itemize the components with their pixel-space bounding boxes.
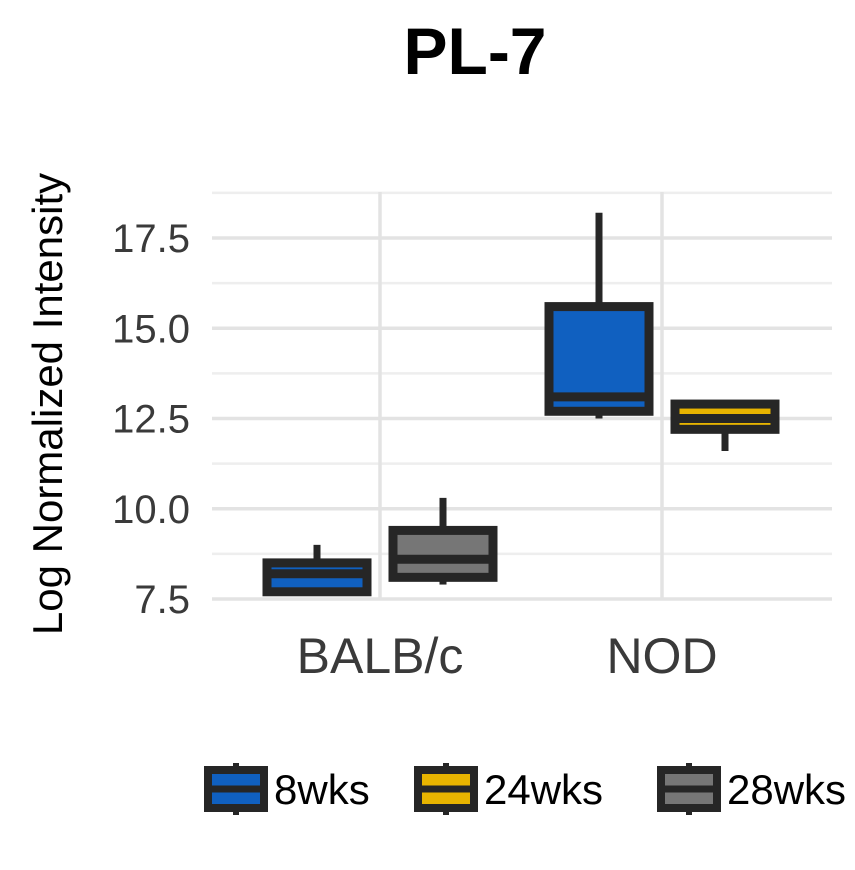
box-8wks-BALB/c [262,544,372,597]
legend-label: 28wks [727,766,846,813]
box-body [388,525,498,582]
box-layer [262,212,780,597]
y-tick-labels: 7.5 10.0 12.5 15.0 17.5 [112,217,190,622]
y-tick-label: 15.0 [112,307,190,351]
y-tick-label: 10.0 [112,488,190,532]
x-tick-label: NOD [606,628,717,684]
legend-item-8wks: 8wks [204,763,370,815]
legend-item-28wks: 28wks [657,763,846,815]
legend: 8wks 24wks 28wks [204,763,846,815]
box-24wks-NOD [670,399,780,451]
y-tick-label: 7.5 [134,578,190,622]
grid-layer [212,191,832,601]
legend-label: 8wks [274,766,370,813]
chart-title: PL-7 [403,14,546,88]
y-axis-title: Log Normalized Intensity [24,173,71,635]
x-tick-label: BALB/c [297,628,464,684]
box-8wks-NOD [544,212,654,419]
legend-label: 24wks [484,766,603,813]
y-tick-label: 17.5 [112,217,190,261]
x-tick-labels: BALB/c NOD [297,628,718,684]
box-28wks-BALB/c [388,497,498,585]
y-tick-label: 12.5 [112,398,190,442]
legend-item-24wks: 24wks [414,763,603,815]
